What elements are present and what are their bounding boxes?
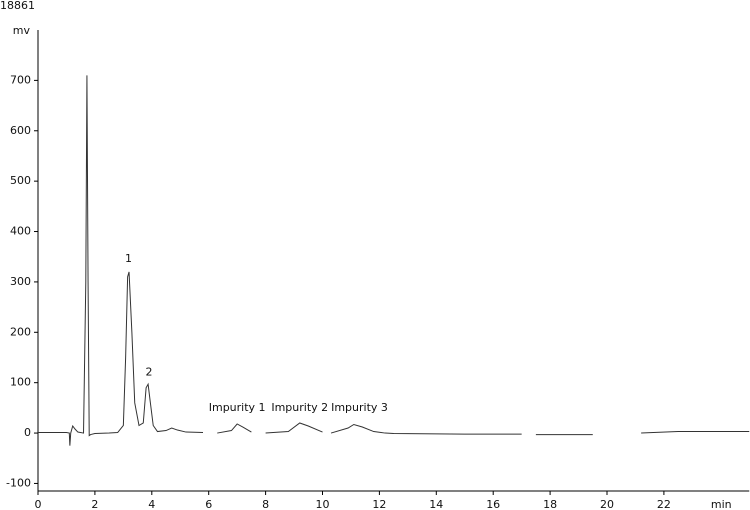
x-tick-label: 6 — [205, 498, 212, 510]
x-tick-label: 4 — [148, 498, 155, 510]
y-tick-label: 0 — [24, 426, 31, 439]
x-tick-label: 10 — [316, 498, 330, 510]
x-tick-label: 0 — [35, 498, 42, 510]
y-tick-label: 200 — [10, 325, 31, 338]
peak-annotation: Impurity 2 — [271, 401, 328, 414]
x-tick-label: 8 — [262, 498, 269, 510]
x-axis-label: min — [711, 498, 732, 510]
x-tick-label: 22 — [657, 498, 671, 510]
x-tick-label: 14 — [429, 498, 443, 510]
y-axis-label: mv — [13, 24, 31, 37]
y-tick-label: 300 — [10, 275, 31, 288]
corner-label: 18861 — [0, 0, 35, 12]
x-tick-label: 16 — [486, 498, 500, 510]
trace — [38, 75, 750, 446]
peak-annotation: 2 — [145, 366, 152, 379]
x-tick-label: 2 — [91, 498, 98, 510]
y-tick-label: 600 — [10, 124, 31, 137]
peak-annotation: Impurity 1 — [209, 401, 266, 414]
x-tick-label: 20 — [600, 498, 614, 510]
y-tick-label: 500 — [10, 174, 31, 187]
y-tick-label: -100 — [6, 476, 31, 489]
peak-annotation: 1 — [125, 252, 132, 265]
y-tick-label: 100 — [10, 376, 31, 389]
x-tick-label: 12 — [372, 498, 386, 510]
y-tick-label: 700 — [10, 73, 31, 86]
y-tick-label: 400 — [10, 225, 31, 238]
peak-annotation: Impurity 3 — [331, 401, 388, 414]
x-tick-label: 18 — [543, 498, 557, 510]
